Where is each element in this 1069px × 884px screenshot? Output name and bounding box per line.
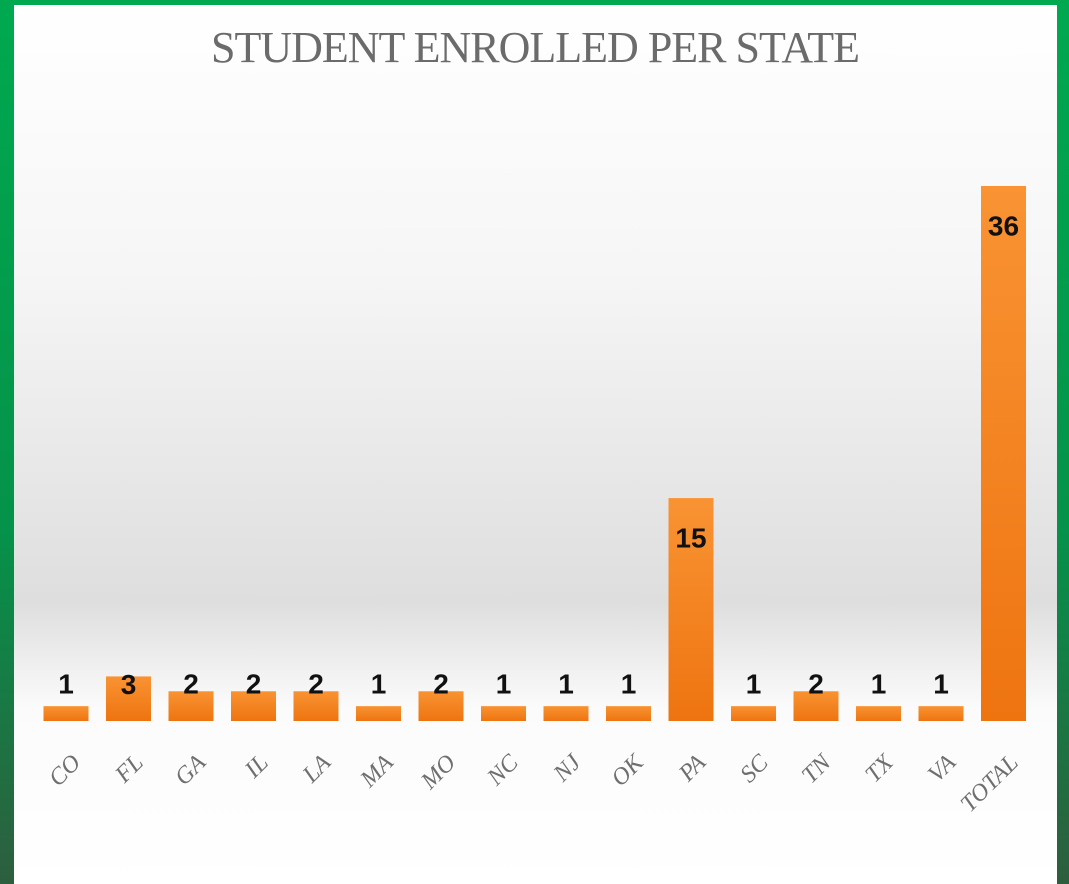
data-label: 1 xyxy=(58,668,74,699)
bar xyxy=(606,706,651,721)
data-label: 2 xyxy=(808,668,824,699)
data-label: 3 xyxy=(121,669,137,700)
data-label: 2 xyxy=(183,668,199,699)
bar xyxy=(293,691,339,721)
chart-title: STUDENT ENROLLED PER STATE xyxy=(211,23,859,72)
data-label: 2 xyxy=(433,668,449,699)
bar xyxy=(793,691,839,721)
bar xyxy=(356,706,401,721)
data-label: 1 xyxy=(933,668,949,699)
data-label: 36 xyxy=(988,210,1019,241)
bar xyxy=(43,706,89,721)
data-label: 1 xyxy=(496,668,512,699)
bar xyxy=(731,706,776,721)
bar xyxy=(168,691,214,721)
data-label: 1 xyxy=(371,668,387,699)
data-label: 1 xyxy=(871,668,887,699)
bar xyxy=(231,691,276,721)
plot-background xyxy=(14,5,1057,884)
bar xyxy=(543,706,589,721)
data-label: 1 xyxy=(621,668,637,699)
bar xyxy=(981,186,1026,721)
data-label: 1 xyxy=(746,668,762,699)
bar xyxy=(918,706,964,721)
bar xyxy=(481,706,526,721)
data-label: 1 xyxy=(558,668,574,699)
bar xyxy=(106,676,151,721)
data-label: 15 xyxy=(675,522,706,553)
bar xyxy=(668,498,714,721)
bar xyxy=(418,691,464,721)
bar xyxy=(856,706,901,721)
data-label: 2 xyxy=(246,668,262,699)
data-label: 2 xyxy=(308,668,324,699)
